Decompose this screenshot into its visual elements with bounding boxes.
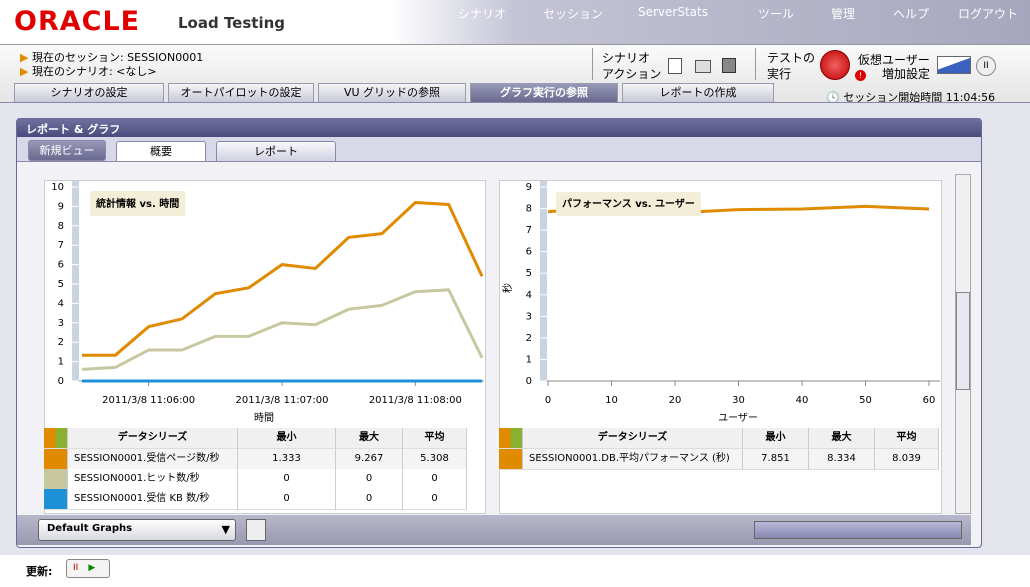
header (0, 0, 1030, 44)
label: 実行 (767, 67, 792, 81)
table-cell: 0 (336, 469, 403, 490)
dropdown[interactable]: Default Graphs ▼ (38, 519, 236, 541)
current-session: ▶ 現在のセッション: SESSION0001 (20, 51, 204, 64)
table-cell: 0 (238, 489, 336, 510)
series-swatch (499, 449, 523, 470)
label: アクション (602, 67, 662, 81)
table-cell: 0 (403, 489, 467, 510)
icon-new[interactable] (668, 58, 682, 74)
ramp-icon[interactable] (937, 56, 971, 74)
table-cell: 7.851 (743, 449, 809, 470)
table-header-swatch (44, 428, 68, 449)
label: セッション開始時間 (843, 91, 943, 104)
legend-toggle[interactable] (246, 519, 266, 541)
series-name: SESSION0001.受信 KB 数/秒 (68, 489, 238, 510)
warning-icon: ! (855, 70, 866, 81)
refresh-label: 更新: (26, 565, 53, 578)
icon-open[interactable] (695, 60, 711, 73)
table-header: 最小 (743, 428, 809, 449)
table-cell: 9.267 (336, 449, 403, 470)
tab[interactable]: オートパイロットの設定 (168, 83, 314, 102)
table-header: データシリーズ (68, 428, 238, 449)
menu-item[interactable]: 管理 (831, 7, 856, 21)
menu-item[interactable]: ヘルプ (893, 7, 930, 21)
series-swatch (44, 489, 68, 510)
tab[interactable]: VU グリッドの参照 (318, 83, 466, 102)
table-cell: 1.333 (238, 449, 336, 470)
stop-button[interactable] (820, 50, 850, 80)
separator (592, 48, 593, 80)
label: 増加設定 (882, 67, 931, 81)
table-cell: 0 (336, 489, 403, 510)
pause-button[interactable]: II (976, 56, 996, 76)
table-cell: 0 (238, 469, 336, 490)
series-swatch (44, 469, 68, 490)
current-scenario: ▶ 現在のシナリオ: <なし> (20, 65, 157, 78)
series-name: SESSION0001.ヒット数/秒 (68, 469, 238, 490)
label: 仮想ユーザー (858, 53, 930, 67)
panel-title: レポート & グラフ (26, 123, 121, 136)
series-swatch (44, 449, 68, 470)
tab[interactable]: レポートの作成 (622, 83, 774, 102)
refresh-controls[interactable]: II ▶ (66, 559, 110, 578)
table-header: 平均 (403, 428, 467, 449)
table-cell: 8.039 (875, 449, 939, 470)
subtab[interactable]: レポート (216, 141, 336, 162)
series-name: SESSION0001.受信ページ数/秒 (68, 449, 238, 470)
table-header: 平均 (875, 428, 939, 449)
progress (754, 521, 962, 539)
menu-item[interactable]: ログアウト (958, 7, 1019, 21)
table-header: 最小 (238, 428, 336, 449)
menu-item[interactable]: セッション (543, 7, 604, 21)
separator (755, 48, 756, 80)
menu-item[interactable]: シナリオ (458, 7, 507, 21)
text: 現在のセッション: SESSION0001 (31, 51, 204, 64)
table-header: 最大 (336, 428, 403, 449)
table-cell: 5.308 (403, 449, 467, 470)
label: シナリオ (602, 51, 651, 65)
tab-active[interactable]: グラフ実行の参照 (470, 83, 618, 102)
panel-title-bar (17, 119, 981, 137)
time: 11:04:56 (945, 91, 996, 104)
subtab-button[interactable]: 新規ビュー (28, 140, 106, 161)
table-header: 最大 (809, 428, 875, 449)
menu-item[interactable]: ツール (758, 7, 795, 21)
scroll-thumb[interactable] (956, 292, 970, 390)
subtab-active[interactable]: 概要 (116, 141, 206, 162)
table-cell: 0 (403, 469, 467, 490)
series-name: SESSION0001.DB.平均パフォーマンス (秒) (523, 449, 743, 470)
table-header: データシリーズ (523, 428, 743, 449)
table-cell: 8.334 (809, 449, 875, 470)
tab[interactable]: シナリオの設定 (14, 83, 164, 102)
product-title: Load Testing (178, 14, 286, 32)
dropdown-text: Default Graphs (47, 523, 133, 534)
label: テストの (767, 51, 816, 65)
text: 現在のシナリオ: <なし> (31, 65, 157, 78)
table-header-swatch (499, 428, 523, 449)
icon-save[interactable] (722, 58, 736, 73)
menu-item[interactable]: ServerStats (638, 5, 708, 19)
logo: ORACLE (14, 6, 141, 37)
session-start: 🕓 セッション開始時間 11:04:56 (826, 91, 996, 104)
